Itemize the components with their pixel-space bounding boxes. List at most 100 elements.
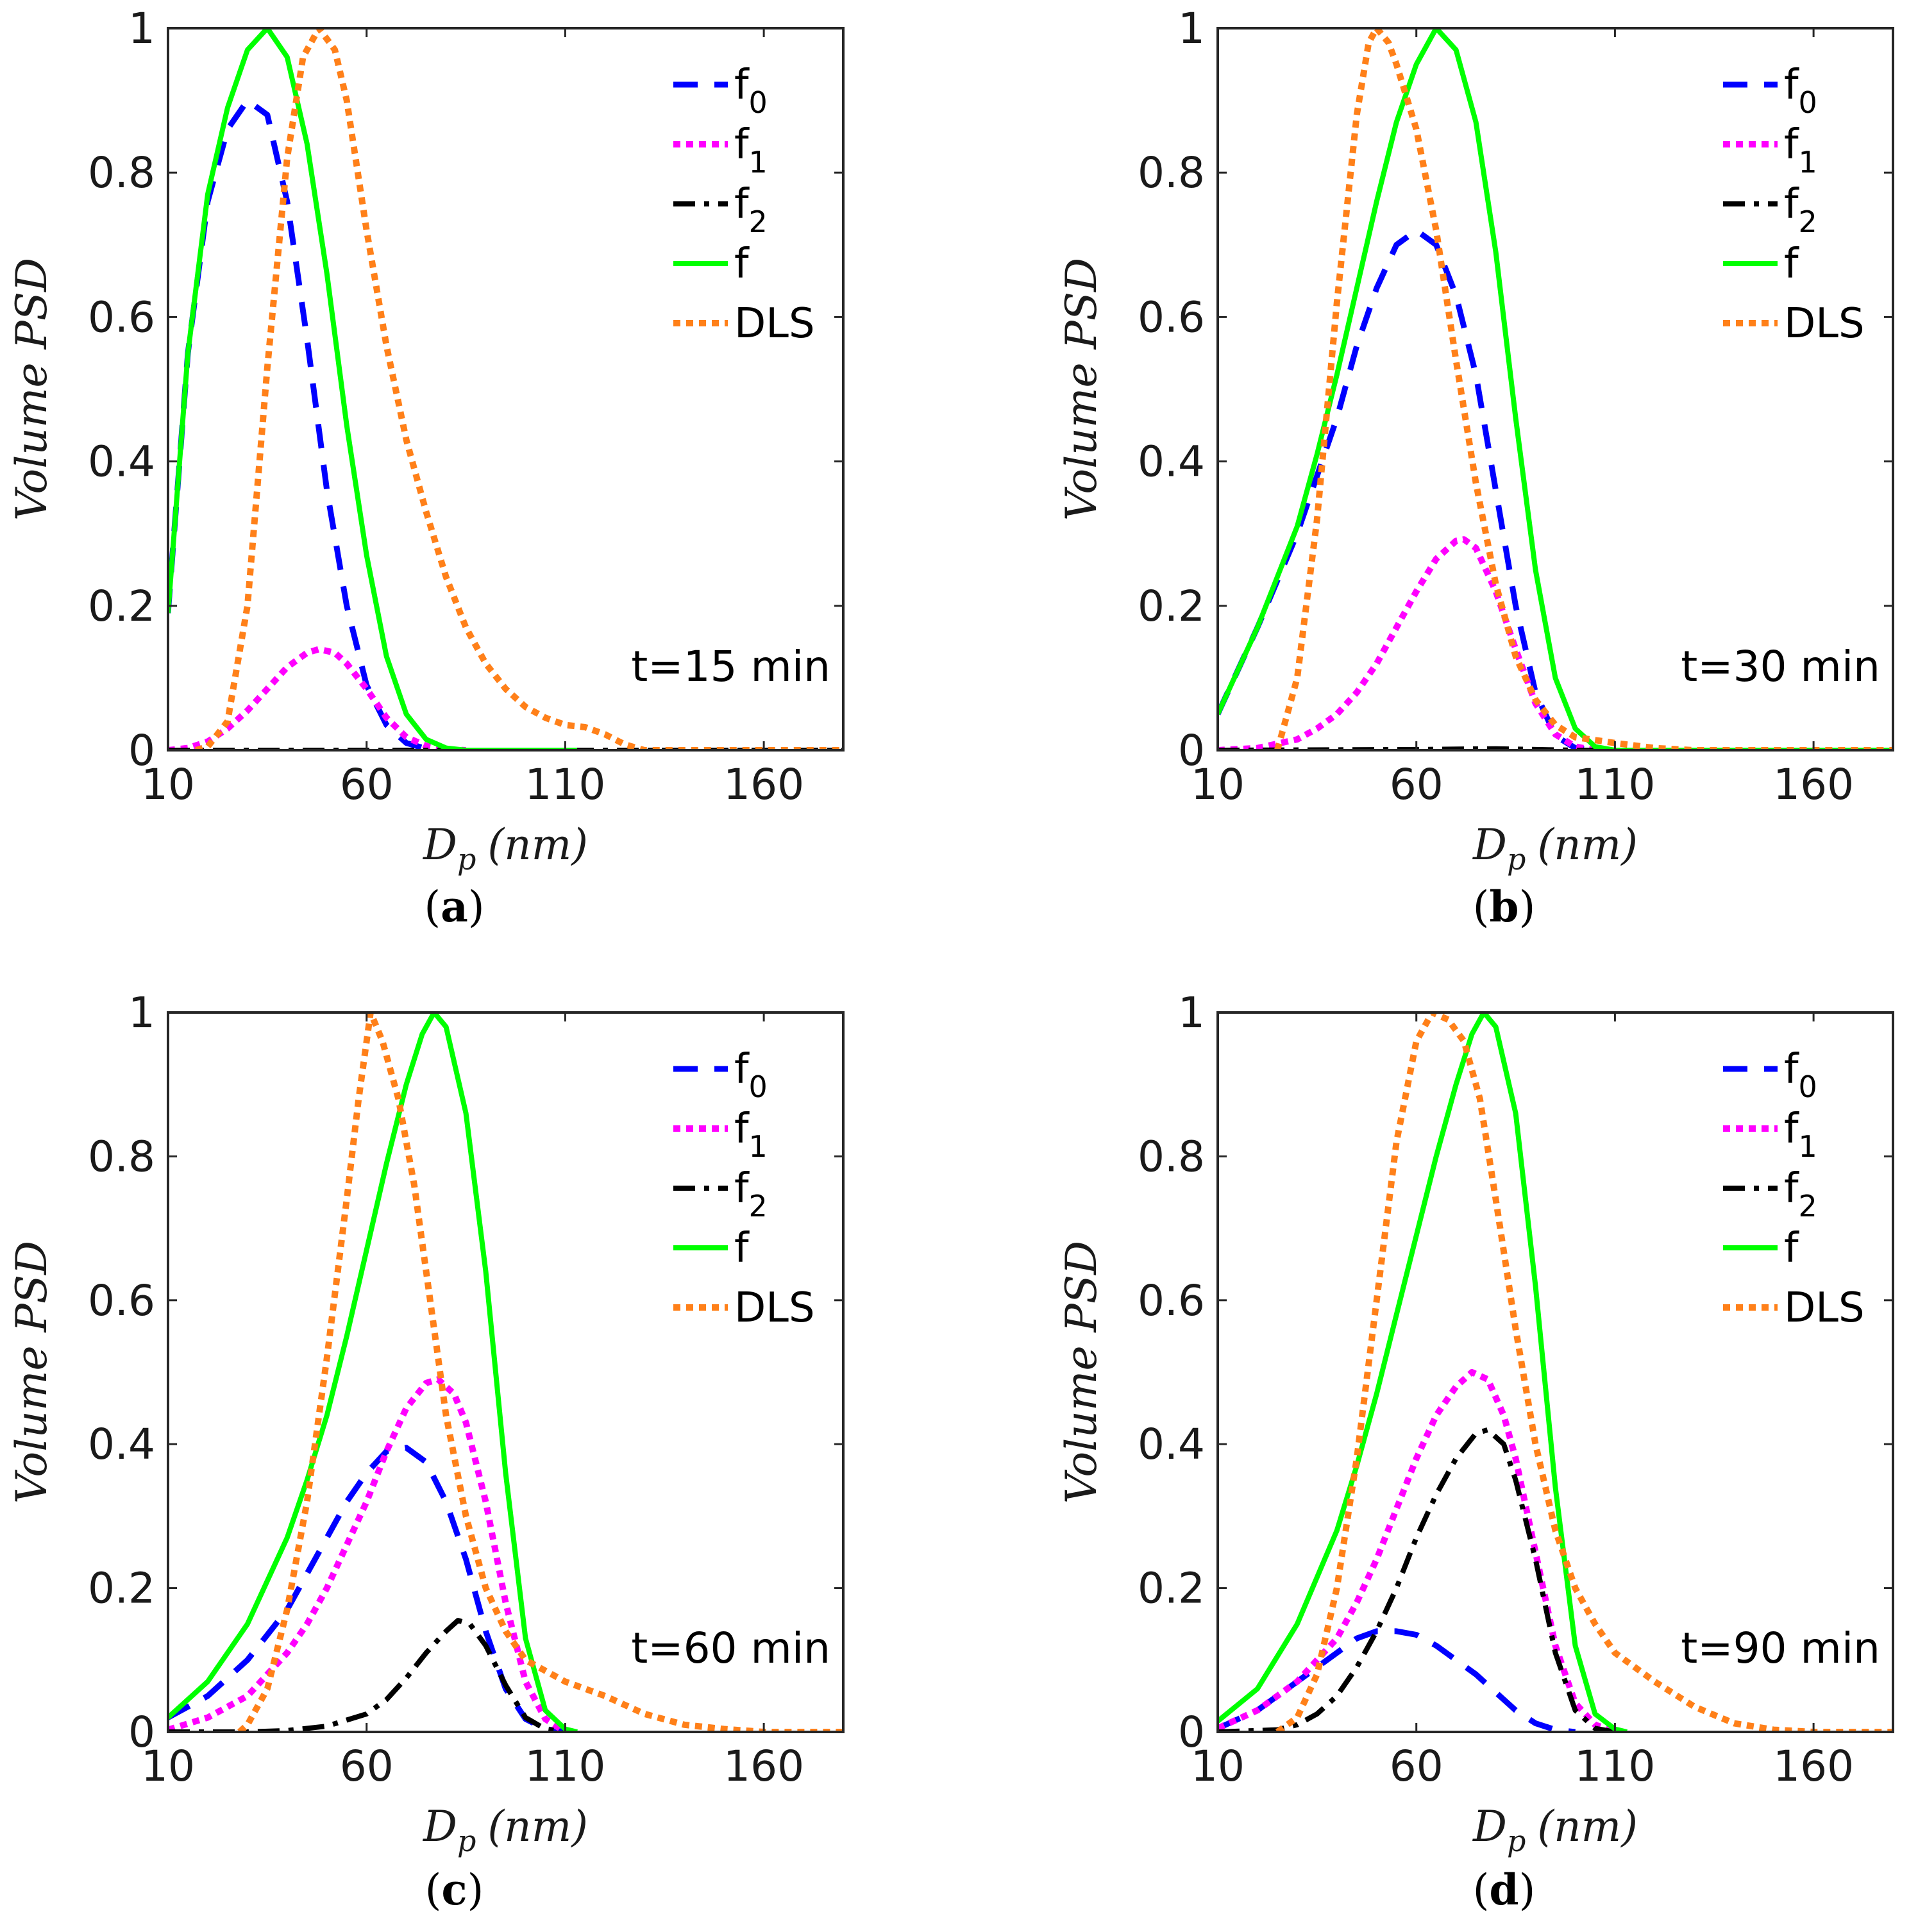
series-line-DLS: [237, 1012, 843, 1732]
legend-label-main: f: [734, 181, 750, 228]
legend-label-DLS: DLS: [1784, 1284, 1865, 1332]
legend-label-f1: f1: [1784, 1105, 1817, 1164]
legend-label-main: f: [1784, 181, 1799, 228]
series-line-f2: [1218, 1427, 1616, 1732]
legend-label-DLS: DLS: [1784, 300, 1865, 348]
panel-caption-letter: c: [441, 1865, 467, 1915]
legend-label-main: f: [734, 121, 750, 169]
legend-label-f2: f2: [1784, 1165, 1817, 1223]
legend-label-f: f: [1784, 240, 1799, 288]
legend-label-main: f: [734, 1105, 750, 1153]
legend-label-f: f: [734, 1225, 750, 1272]
x-axis-label-subscript: p: [1507, 842, 1526, 877]
x-tick-label: 10: [141, 1742, 195, 1791]
y-tick-label: 0.6: [88, 292, 155, 342]
legend-label-f0: f0: [1784, 62, 1817, 120]
legend-label-subscript: 1: [1799, 145, 1817, 180]
panel-caption: (c): [425, 1865, 484, 1915]
time-annotation: t=90 min: [1681, 1624, 1880, 1673]
time-annotation: t=30 min: [1681, 642, 1880, 691]
legend-label-f: f: [1784, 1225, 1799, 1272]
x-tick-label: 110: [1574, 1742, 1655, 1791]
x-axis-label: Dp (nm): [423, 820, 588, 877]
legend-label-f2: f2: [734, 1165, 768, 1223]
y-tick-label: 0.4: [88, 437, 155, 487]
y-tick-label: 1: [1178, 988, 1205, 1037]
series-line-f: [168, 28, 577, 750]
y-tick-label: 0: [1178, 1708, 1205, 1757]
x-axis-label-symbol: D: [1472, 820, 1507, 869]
x-tick-label: 60: [340, 1742, 394, 1791]
axes-box: [167, 27, 845, 752]
panel-caption-letter: a: [441, 882, 468, 932]
x-tick-label: 160: [1773, 1742, 1854, 1791]
x-tick-label: 110: [1574, 760, 1655, 809]
panel-caption-close: ): [468, 882, 485, 932]
panel-caption-close: ): [1519, 882, 1536, 932]
x-axis-label-subscript: p: [457, 842, 476, 877]
legend-label-f1: f1: [734, 1105, 768, 1164]
legend-label-DLS: DLS: [734, 1284, 815, 1332]
y-tick-label: 0.4: [1138, 1420, 1205, 1469]
panel-caption: (d): [1473, 1865, 1536, 1915]
series-line-f1: [1218, 1369, 1617, 1732]
legend-label-subscript: 2: [749, 1189, 768, 1223]
series-group: [168, 28, 843, 750]
legend-label-f2: f2: [1784, 181, 1817, 239]
y-tick-label: 0.2: [88, 1564, 155, 1613]
series-line-f0: [1218, 227, 1595, 750]
y-tick-label: 0.8: [88, 148, 155, 197]
legend-label-main: f: [1784, 1105, 1799, 1153]
y-tick-label: 0.2: [1138, 582, 1205, 631]
legend-label-f2: f2: [734, 181, 768, 239]
series-line-DLS: [1275, 1012, 1893, 1732]
legend-label-subscript: 2: [1799, 1189, 1817, 1223]
x-axis-label-unit: (nm): [1537, 820, 1638, 869]
x-tick-label: 160: [1773, 760, 1854, 809]
panel-caption-letter: d: [1489, 1865, 1518, 1915]
axes-box: [1216, 27, 1894, 752]
panel-caption-open: (: [1473, 1865, 1490, 1915]
legend-label-main: f: [734, 1046, 750, 1093]
x-tick-label: 10: [1191, 760, 1245, 809]
y-tick-label: 0: [128, 726, 155, 775]
series-line-f: [1218, 28, 1893, 750]
legend-label-f1: f1: [1784, 121, 1817, 180]
x-tick-label: 60: [1390, 760, 1443, 809]
x-axis-label-subscript: p: [457, 1824, 476, 1858]
legend-label-subscript: 1: [749, 1129, 768, 1164]
legend-label-f1: f1: [734, 121, 768, 180]
series-line-f1: [168, 1376, 568, 1732]
y-tick-label: 0.8: [1138, 1132, 1205, 1181]
x-axis-label-subscript: p: [1507, 1824, 1526, 1858]
legend-label-main: f: [734, 1165, 750, 1213]
x-tick-label: 60: [340, 760, 394, 809]
series-line-DLS: [194, 28, 843, 750]
series-line-DLS: [1274, 28, 1893, 750]
x-tick-label: 110: [525, 1742, 605, 1791]
panel-caption-letter: b: [1489, 882, 1518, 932]
y-axis-label: Volume PSD: [7, 258, 56, 521]
panel-caption-open: (: [1473, 882, 1490, 932]
y-axis-label: Volume PSD: [7, 1241, 56, 1504]
panel-caption-close: ): [1519, 1865, 1536, 1915]
y-tick-label: 0: [128, 1708, 155, 1757]
x-axis-label: Dp (nm): [1472, 820, 1638, 877]
legend-label-main: f: [734, 62, 750, 109]
y-tick-label: 0.8: [1138, 148, 1205, 197]
y-tick-label: 1: [1178, 4, 1205, 53]
legend-label-subscript: 0: [749, 85, 768, 120]
y-tick-label: 0.6: [1138, 292, 1205, 342]
series-group: [1218, 28, 1893, 750]
y-tick-label: 0.6: [1138, 1276, 1205, 1325]
x-tick-label: 110: [525, 760, 605, 809]
legend-label-subscript: 0: [1799, 85, 1817, 120]
series-group: [168, 1012, 843, 1732]
